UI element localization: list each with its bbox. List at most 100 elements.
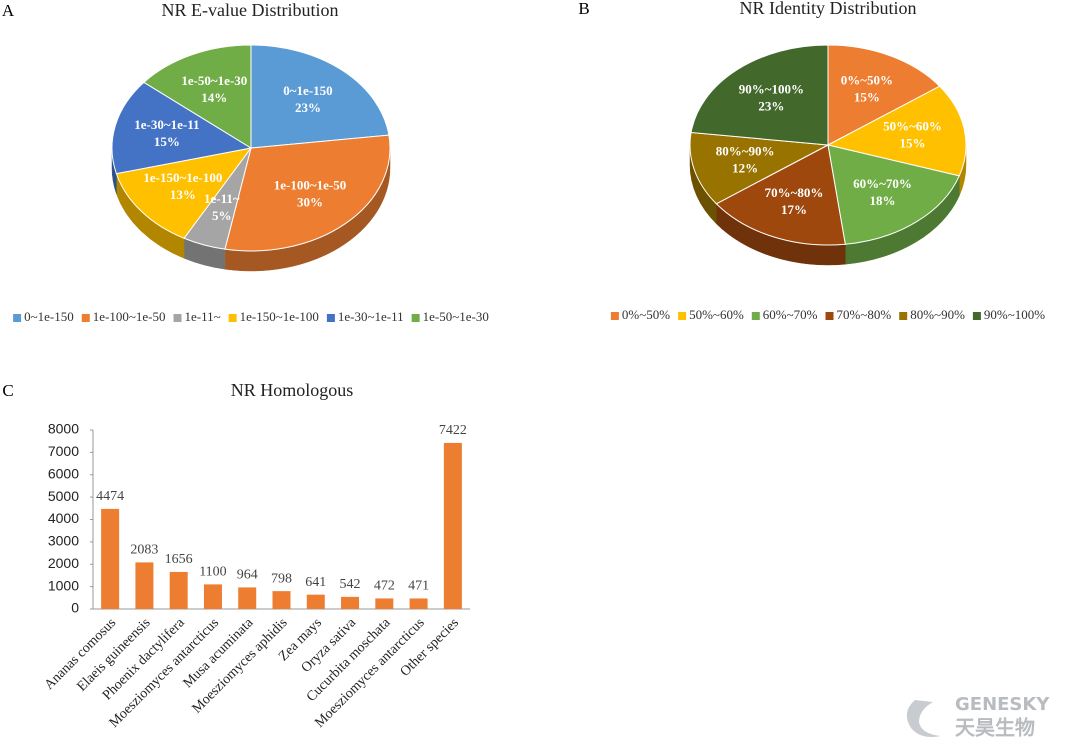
y-tick-label: 2000 — [48, 555, 79, 571]
legend-swatch — [899, 312, 908, 320]
slice — [224, 134, 391, 252]
bar — [135, 562, 154, 609]
slice-value-label: 17% — [781, 202, 807, 217]
legend-label: 60%~70% — [763, 307, 818, 322]
slice-label: 1e-30~1e-11 — [134, 117, 199, 132]
slice — [827, 144, 960, 245]
legend-label: 1e-11~ — [185, 309, 221, 324]
slice — [690, 44, 829, 146]
slice-label: 60%~70% — [853, 176, 912, 191]
slice — [143, 44, 252, 149]
legend-label: 90%~100% — [984, 307, 1045, 322]
bar — [272, 591, 291, 609]
legend-label: 1e-150~1e-100 — [240, 309, 319, 324]
chart-title: NR Homologous — [231, 380, 354, 400]
bar — [341, 596, 360, 609]
bar-value-label: 798 — [271, 571, 292, 586]
logo-icon — [906, 700, 941, 737]
legend-swatch — [13, 314, 22, 322]
slice-value-label: 15% — [154, 134, 180, 149]
slice — [826, 85, 967, 177]
bar — [409, 598, 428, 609]
slice-label: 80%~90% — [716, 143, 775, 158]
y-tick-label: 7000 — [48, 443, 79, 459]
bar — [101, 508, 120, 609]
legend: 0~1e-150 1e-100~1e-50 1e-11~ 1e-150~1e-100 1… — [13, 309, 489, 324]
y-tick-label: 0 — [71, 600, 79, 616]
legend-swatch — [610, 312, 619, 320]
slice — [250, 44, 390, 149]
logo-subtitle: 天昊生物 — [955, 716, 1035, 740]
bar-value-label: 1656 — [165, 552, 193, 567]
slice-label: 0~1e-150 — [283, 83, 332, 98]
legend-swatch — [411, 314, 420, 322]
bar — [306, 594, 325, 609]
slice-value-label: 15% — [900, 135, 926, 150]
bar-value-label: 1100 — [199, 565, 226, 580]
legend-swatch — [751, 312, 760, 320]
legend-label: 80%~90% — [910, 307, 965, 322]
legend-label: 1e-100~1e-50 — [93, 309, 166, 324]
slice-label: 70%~80% — [765, 185, 824, 200]
bar — [169, 571, 188, 609]
bar-value-label: 2083 — [130, 543, 158, 558]
chart-title: NR E-value Distribution — [162, 0, 339, 20]
slice-label: 50%~60% — [883, 118, 942, 133]
legend-swatch — [81, 314, 90, 322]
slice-value-label: 13% — [170, 187, 196, 202]
slice — [827, 44, 941, 146]
y-tick-label: 3000 — [48, 533, 79, 549]
slice — [111, 81, 253, 175]
bar-value-label: 471 — [408, 579, 429, 594]
slice-label: 90%~100% — [739, 81, 804, 96]
panel-label: C — [2, 381, 13, 400]
slice — [689, 131, 830, 205]
legend: 0%~50% 50%~60% 60%~70% 70%~80% 80%~90% 90%~10… — [610, 307, 1045, 322]
slice — [715, 144, 846, 246]
legend-swatch — [228, 314, 237, 322]
y-tick-label: 4000 — [48, 510, 79, 526]
slice-value-label: 30% — [297, 195, 323, 210]
panel-label: B — [578, 0, 589, 18]
slice-value-label: 23% — [295, 100, 321, 115]
slice-label: 1e-50~1e-30 — [181, 73, 247, 88]
legend-label: 1e-50~1e-30 — [423, 309, 489, 324]
legend-label: 1e-30~1e-11 — [338, 309, 404, 324]
slice-label: 1e-11~ — [204, 191, 240, 206]
slice-value-label: 18% — [870, 193, 896, 208]
slice-label: 1e-100~1e-50 — [274, 178, 346, 193]
bar-value-label: 542 — [340, 577, 361, 592]
legend-swatch — [972, 312, 981, 320]
y-tick-label: 6000 — [48, 465, 79, 481]
slice-value-label: 14% — [201, 90, 227, 105]
bar — [203, 584, 222, 609]
y-tick-label: 8000 — [48, 421, 79, 437]
y-tick-label: 1000 — [48, 577, 79, 593]
bar-value-label: 641 — [305, 575, 326, 590]
bar — [443, 442, 462, 609]
slice-label: 1e-150~1e-100 — [143, 170, 222, 185]
slice-label: 0%~50% — [841, 73, 893, 88]
legend-swatch — [678, 312, 687, 320]
slice-value-label: 12% — [732, 160, 758, 175]
slice — [115, 147, 253, 239]
bar — [375, 598, 394, 609]
slice-value-label: 23% — [758, 98, 784, 113]
logo-name: GENESKY — [955, 694, 1050, 715]
legend-label: 50%~60% — [689, 307, 744, 322]
bar-value-label: 472 — [374, 579, 395, 594]
bar — [238, 587, 257, 609]
slice-value-label: 5% — [212, 208, 232, 223]
chart-title: NR Identity Distribution — [740, 0, 917, 18]
y-tick-label: 5000 — [48, 488, 79, 504]
logo: GENESKY 天昊生物 — [906, 694, 1050, 740]
bar-value-label: 4474 — [96, 489, 124, 504]
legend-label: 0%~50% — [622, 307, 670, 322]
legend-label: 0~1e-150 — [24, 309, 74, 324]
legend-swatch — [825, 312, 834, 320]
legend-swatch — [326, 314, 335, 322]
slice-value-label: 15% — [854, 90, 880, 105]
panel-label: A — [2, 1, 15, 20]
legend-swatch — [173, 314, 182, 322]
